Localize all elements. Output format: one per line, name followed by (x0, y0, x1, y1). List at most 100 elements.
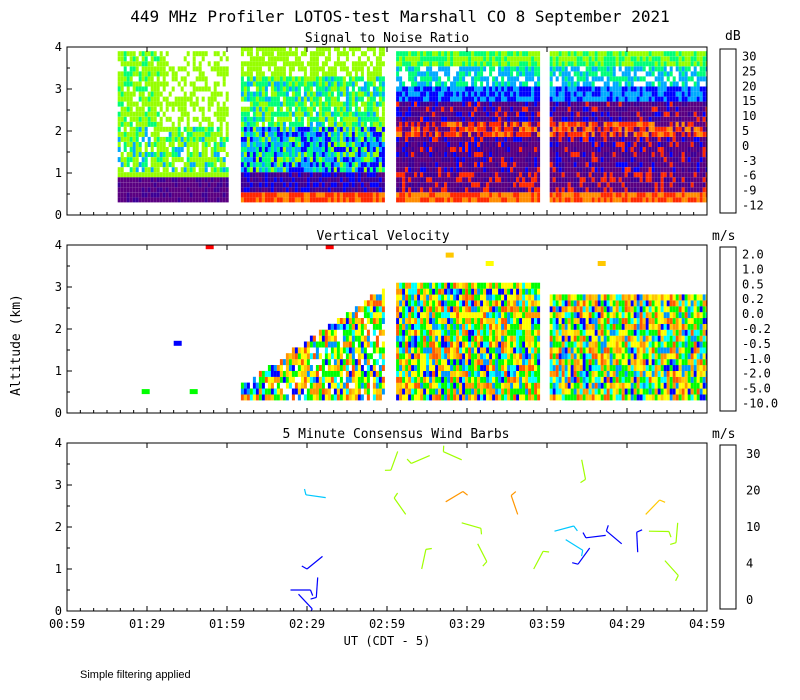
snr-cell (378, 121, 382, 127)
snr-cell (681, 142, 685, 147)
snr-cell (675, 142, 679, 147)
snr-cell (291, 101, 295, 107)
snr-cell (216, 157, 220, 163)
snr-cell (330, 136, 334, 142)
snr-cell (354, 96, 358, 102)
snr-cell (186, 192, 190, 198)
snr-cell (684, 101, 688, 107)
snr-cell (663, 101, 667, 107)
snr-cell (120, 172, 124, 178)
snr-cell (615, 96, 619, 102)
snr-cell (198, 136, 202, 142)
snr-cell (312, 76, 316, 82)
snr-cell (606, 116, 610, 122)
snr-cell (279, 51, 283, 57)
snr-cell (510, 177, 514, 183)
snr-cell (255, 142, 259, 147)
snr-cell (648, 61, 652, 67)
snr-cell (279, 121, 283, 127)
snr-cell (381, 142, 385, 147)
snr-cell (690, 76, 694, 82)
snr-cell (303, 71, 307, 77)
snr-cell (216, 91, 220, 97)
snr-cell (447, 147, 451, 152)
snr-cell (564, 147, 568, 152)
snr-cell (618, 167, 622, 173)
snr-cell (519, 96, 523, 102)
snr-cell (336, 111, 340, 117)
snr-cell (264, 157, 268, 163)
snr-cell (120, 167, 124, 173)
snr-cell (555, 101, 559, 107)
snr-cell (687, 162, 691, 168)
snr-cell (579, 86, 583, 92)
snr-cell (609, 116, 613, 122)
snr-cell (594, 91, 598, 97)
snr-cell (660, 197, 664, 203)
snr-cell (531, 76, 535, 82)
snr-cell (327, 86, 331, 92)
snr-cell (447, 152, 451, 157)
snr-cell (633, 76, 637, 82)
snr-cell (177, 152, 181, 157)
snr-cell (150, 142, 154, 147)
snr-cell (198, 157, 202, 163)
snr-cell (147, 71, 151, 77)
snr-cell (642, 76, 646, 82)
snr-cell (507, 56, 511, 62)
snr-cell (654, 131, 658, 137)
snr-cell (135, 126, 139, 132)
snr-cell (609, 91, 613, 97)
snr-cell (510, 96, 514, 102)
snr-cell (138, 187, 142, 193)
snr-cell (432, 86, 436, 92)
snr-cell (240, 152, 244, 157)
snr-cell (309, 167, 313, 173)
snr-cell (489, 177, 493, 183)
snr-cell (213, 86, 217, 92)
snr-cell (453, 172, 457, 178)
snr-cell (579, 91, 583, 97)
snr-cell (366, 142, 370, 147)
snr-cell (318, 86, 322, 92)
snr-cell (552, 111, 556, 117)
snr-cell (423, 61, 427, 67)
snr-cell (414, 177, 418, 183)
snr-cell (321, 81, 325, 87)
snr-cell (630, 51, 634, 57)
snr-cell (447, 91, 451, 97)
snr-cell (660, 167, 664, 173)
snr-cell (339, 136, 343, 142)
snr-cell (147, 121, 151, 127)
snr-cell (615, 177, 619, 183)
snr-cell (639, 136, 643, 142)
snr-cell (459, 101, 463, 107)
snr-cell (447, 71, 451, 77)
snr-cell (132, 182, 136, 188)
snr-cell (630, 136, 634, 142)
snr-cell (579, 76, 583, 82)
snr-cell (264, 152, 268, 157)
snr-cell (321, 177, 325, 183)
snr-cell (192, 187, 196, 193)
snr-cell (648, 182, 652, 188)
snr-cell (402, 136, 406, 142)
snr-cell (462, 61, 466, 67)
snr-cell (168, 66, 172, 72)
snr-cell (279, 81, 283, 87)
snr-cell (600, 56, 604, 62)
snr-cell (510, 152, 514, 157)
snr-cell (672, 76, 676, 82)
snr-cell (513, 147, 517, 152)
snr-cell (135, 157, 139, 163)
snr-cell (405, 136, 409, 142)
snr-cell (513, 81, 517, 87)
snr-cell (219, 162, 223, 168)
snr-cell (495, 116, 499, 122)
snr-cell (126, 76, 130, 82)
snr-cell (600, 182, 604, 188)
snr-cell (375, 86, 379, 92)
snr-cell (129, 71, 133, 77)
snr-cell (366, 106, 370, 112)
snr-cell (150, 152, 154, 157)
